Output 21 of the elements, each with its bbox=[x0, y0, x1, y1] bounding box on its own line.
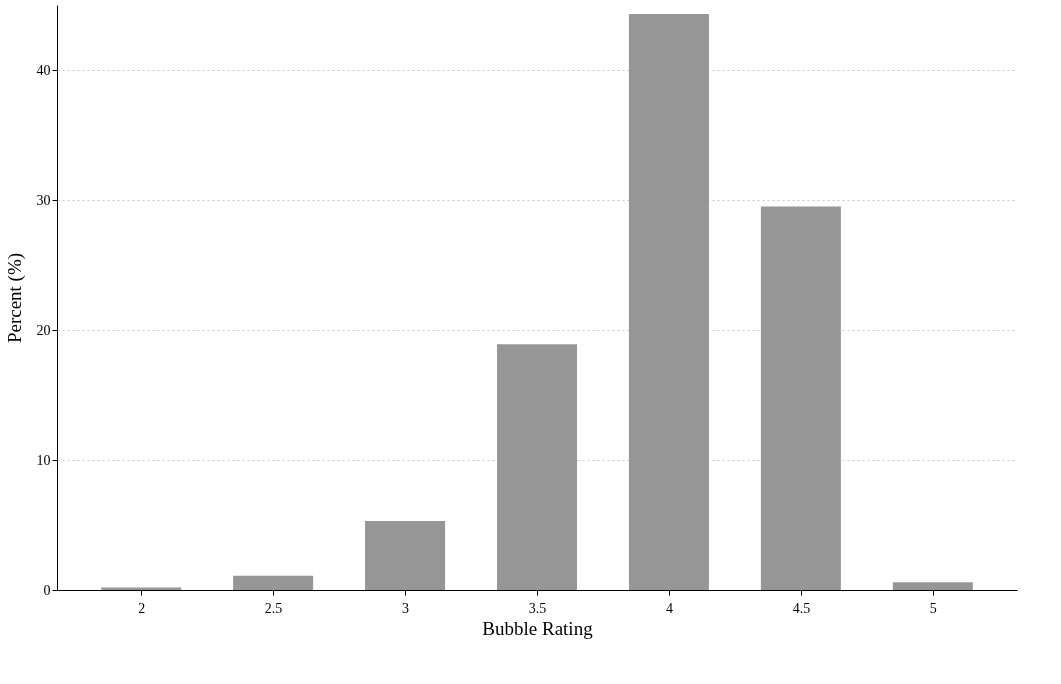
y-tick-label: 20 bbox=[36, 322, 51, 338]
x-tick-label: 2.5 bbox=[264, 600, 283, 616]
bar bbox=[101, 587, 182, 590]
x-tick-label: 3 bbox=[402, 600, 410, 616]
x-axis-title: Bubble Rating bbox=[482, 617, 594, 639]
y-tick-label: 30 bbox=[36, 192, 51, 208]
x-tick-label: 5 bbox=[929, 600, 937, 616]
bar bbox=[628, 14, 709, 590]
bar bbox=[892, 582, 973, 590]
x-tick-label: 4.5 bbox=[792, 600, 811, 616]
y-tick-label: 10 bbox=[36, 452, 51, 468]
y-tick-label: 0 bbox=[43, 582, 51, 598]
bar bbox=[497, 344, 577, 590]
x-tick-label: 4 bbox=[665, 600, 673, 616]
bar bbox=[233, 575, 314, 590]
y-axis-title: Percent (%) bbox=[3, 252, 26, 344]
x-tick-label: 3.5 bbox=[528, 600, 547, 616]
y-tick-label: 40 bbox=[36, 62, 51, 78]
bar bbox=[760, 206, 841, 590]
x-tick-label: 2 bbox=[138, 600, 146, 616]
bar bbox=[365, 521, 446, 590]
